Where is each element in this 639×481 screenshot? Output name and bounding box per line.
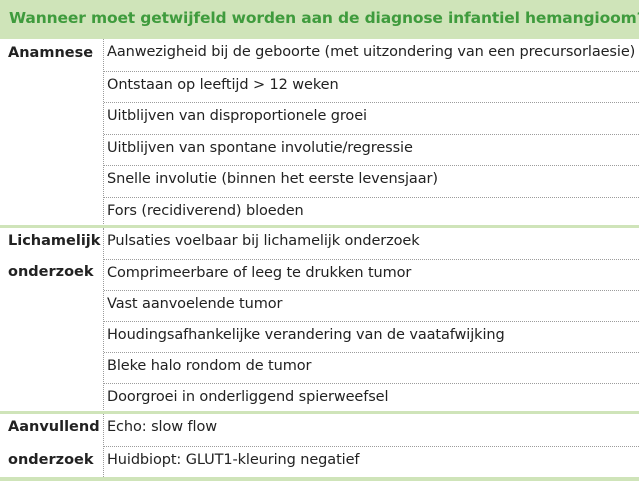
- row-text: Houdingsafhankelijke verandering van de …: [107, 327, 505, 343]
- section-label-line: onderzoek: [8, 264, 94, 280]
- table-row: Echo: slow flow: [104, 414, 639, 445]
- row-text: Uitblijven van disproportionele groei: [107, 108, 367, 124]
- row-text: Vast aanvoelende tumor: [107, 296, 283, 312]
- column-divider: [103, 39, 104, 228]
- table-header: Wanneer moet getwijfeld worden aan de di…: [0, 0, 639, 36]
- row-text: Doorgroei in onderliggend spierweefsel: [107, 389, 389, 405]
- table-row: Vast aanvoelende tumor: [104, 290, 639, 321]
- table-row: Doorgroei in onderliggend spierweefsel: [104, 383, 639, 414]
- row-text: Huidbiopt: GLUT1-kleuring negatief: [107, 452, 360, 468]
- row-text: Echo: slow flow: [107, 419, 217, 435]
- section-label: Anamnese: [0, 39, 103, 228]
- table-row: Uitblijven van spontane involutie/regres…: [104, 134, 639, 165]
- table-row: Bleke halo rondom de tumor: [104, 352, 639, 383]
- table-row: Pulsaties voelbaar bij lichamelijk onder…: [104, 228, 639, 259]
- section-anamnese: Anamnese Aanwezigheid bij de geboorte (m…: [0, 36, 639, 228]
- section-label-line: Anamnese: [8, 45, 94, 61]
- section-aanvullend-onderzoek: Aanvullend onderzoek Echo: slow flow Hui…: [0, 411, 639, 477]
- table-row: Houdingsafhankelijke verandering van de …: [104, 321, 639, 352]
- table-title: Wanneer moet getwijfeld worden aan de di…: [9, 9, 639, 27]
- section-label: Lichamelijk onderzoek: [0, 228, 103, 414]
- row-text: Ontstaan op leeftijd > 12 weken: [107, 77, 339, 93]
- row-text: Uitblijven van spontane involutie/regres…: [107, 140, 413, 156]
- row-text: Pulsaties voelbaar bij lichamelijk onder…: [107, 233, 420, 249]
- row-text: Fors (recidiverend) bloeden: [107, 203, 304, 219]
- column-divider: [103, 414, 104, 477]
- row-text: Aanwezigheid bij de geboorte (met uitzon…: [107, 44, 636, 60]
- table-row: Huidbiopt: GLUT1-kleuring negatief: [104, 446, 639, 477]
- table-row: Fors (recidiverend) bloeden: [104, 197, 639, 228]
- row-text: Bleke halo rondom de tumor: [107, 358, 312, 374]
- table-bottom-border: [0, 477, 639, 481]
- table-row: Comprimeerbare of leeg te drukken tumor: [104, 259, 639, 290]
- row-text: Comprimeerbare of leeg te drukken tumor: [107, 265, 412, 281]
- table-row: Aanwezigheid bij de geboorte (met uitzon…: [104, 39, 639, 70]
- section-label-line: Lichamelijk: [8, 233, 101, 249]
- table-row: Uitblijven van disproportionele groei: [104, 102, 639, 133]
- section-lichamelijk-onderzoek: Lichamelijk onderzoek Pulsaties voelbaar…: [0, 225, 639, 414]
- section-label: Aanvullend onderzoek: [0, 414, 103, 477]
- section-label-line: onderzoek: [8, 452, 94, 468]
- table-row: Ontstaan op leeftijd > 12 weken: [104, 71, 639, 102]
- section-label-line: Aanvullend: [8, 419, 100, 435]
- row-text: Snelle involutie (binnen het eerste leve…: [107, 171, 438, 187]
- table-row: Snelle involutie (binnen het eerste leve…: [104, 165, 639, 196]
- column-divider: [103, 228, 104, 414]
